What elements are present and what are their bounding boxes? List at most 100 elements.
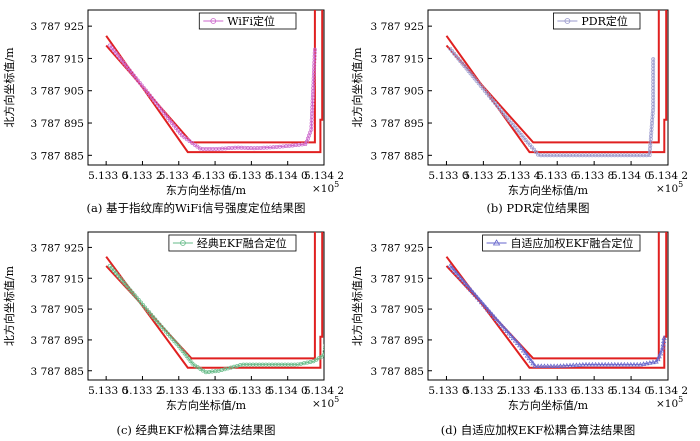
series-point	[453, 270, 460, 276]
series-point	[161, 110, 166, 115]
series-point	[141, 302, 145, 307]
series-point	[605, 361, 612, 367]
series-point	[126, 285, 131, 290]
series-point	[149, 312, 154, 317]
series-point	[468, 71, 473, 76]
y-tick-label: 3 787 925	[31, 21, 84, 33]
series-point	[151, 98, 156, 103]
series-point	[534, 150, 538, 155]
series-point	[523, 138, 528, 142]
x-tick-label: 5.133 0	[88, 170, 128, 182]
y-tick-label: 3 787 925	[31, 242, 84, 254]
series-point	[489, 311, 495, 317]
y-tick-label: 3 787 895	[31, 118, 84, 130]
x-tick-label: 5.133 6	[195, 170, 235, 182]
series-point	[155, 103, 160, 108]
series-point	[481, 301, 487, 307]
series-point	[151, 315, 156, 320]
series-point	[119, 58, 124, 63]
series-point	[111, 48, 116, 53]
x-tick-label: 5.133 4	[500, 170, 540, 182]
series-point	[564, 362, 570, 368]
series-point	[182, 351, 187, 356]
legend-marker	[492, 239, 501, 246]
series-point	[458, 59, 463, 64]
chart-panel-2: 5.133 05.133 25.133 45.133 65.133 85.134…	[2, 231, 344, 437]
series-point	[123, 63, 128, 68]
series-point	[657, 350, 664, 356]
legend: PDR定位	[553, 12, 641, 30]
x-tick-label: 5.134 2	[648, 385, 688, 397]
y-tick-label: 3 787 915	[31, 273, 84, 285]
x-tick-label: 5.133 2	[122, 385, 162, 397]
series-point	[466, 69, 471, 73]
series-point	[661, 338, 667, 344]
x-axis-label: 东方向坐标值/m	[166, 183, 247, 197]
x-tick-label: 5.133 0	[428, 385, 468, 397]
x-tick-label: 5.133 8	[574, 170, 614, 182]
x-tick-label: 5.133 6	[537, 170, 577, 182]
series-point	[131, 73, 136, 78]
legend-box	[198, 12, 297, 30]
series-point	[166, 332, 171, 336]
series-point	[147, 93, 152, 98]
series-point	[163, 113, 168, 118]
series-point	[133, 76, 138, 80]
series-point	[456, 56, 461, 61]
series-point	[449, 265, 455, 271]
series-point	[525, 140, 530, 145]
series-point	[107, 263, 112, 268]
series-point	[114, 271, 118, 276]
series-point	[487, 309, 493, 314]
series-point	[484, 91, 489, 96]
series-point	[141, 85, 146, 90]
y-tick-label: 3 787 905	[371, 304, 424, 316]
series-point	[570, 362, 576, 368]
series-point	[515, 128, 520, 133]
series-line-0	[109, 265, 324, 373]
chart-panel-1: 5.133 05.133 25.133 45.133 65.133 85.134…	[350, 9, 688, 215]
series-point	[621, 361, 628, 367]
series-point	[322, 349, 324, 354]
series-point	[650, 359, 656, 365]
series-point	[470, 289, 476, 295]
series-point	[188, 359, 193, 364]
panel-caption: (a) 基于指纹库的WiFi信号强度定位结果图	[87, 201, 306, 215]
series-point	[186, 356, 191, 361]
series-point	[311, 359, 316, 364]
y-tick-label: 3 787 915	[371, 273, 424, 285]
series-point	[602, 361, 608, 367]
series-point	[462, 64, 467, 68]
series-point	[628, 361, 634, 367]
x-multiplier: ×105	[656, 395, 683, 410]
series-point	[519, 133, 524, 138]
series-point	[517, 342, 523, 348]
series-point	[612, 361, 618, 367]
series-point	[130, 290, 135, 295]
y-tick-label: 3 787 885	[371, 150, 424, 162]
series-point	[529, 145, 534, 150]
series-point	[520, 347, 527, 353]
y-tick-label: 3 787 885	[31, 366, 84, 378]
series-point	[508, 333, 514, 338]
series-point	[640, 361, 647, 366]
series-point	[182, 135, 187, 140]
series-point	[647, 360, 653, 365]
chart-panel-0: 5.133 05.133 25.133 45.133 65.133 85.134…	[2, 9, 344, 215]
x-tick-label: 5.133 6	[195, 385, 235, 397]
corridor-inner-wall	[445, 10, 660, 144]
x-tick-label: 5.133 2	[463, 385, 503, 397]
series-point	[139, 83, 144, 88]
series-point	[122, 281, 127, 285]
y-tick-label: 3 787 895	[371, 118, 424, 130]
series-point	[493, 316, 499, 322]
series-point	[535, 363, 541, 368]
series-point	[190, 361, 195, 366]
series-point	[499, 108, 504, 113]
series-point	[521, 135, 526, 140]
series-point	[462, 280, 468, 285]
series-point	[155, 320, 160, 324]
series-point	[476, 81, 481, 86]
y-tick-label: 3 787 905	[371, 86, 424, 98]
series-point	[161, 327, 166, 332]
